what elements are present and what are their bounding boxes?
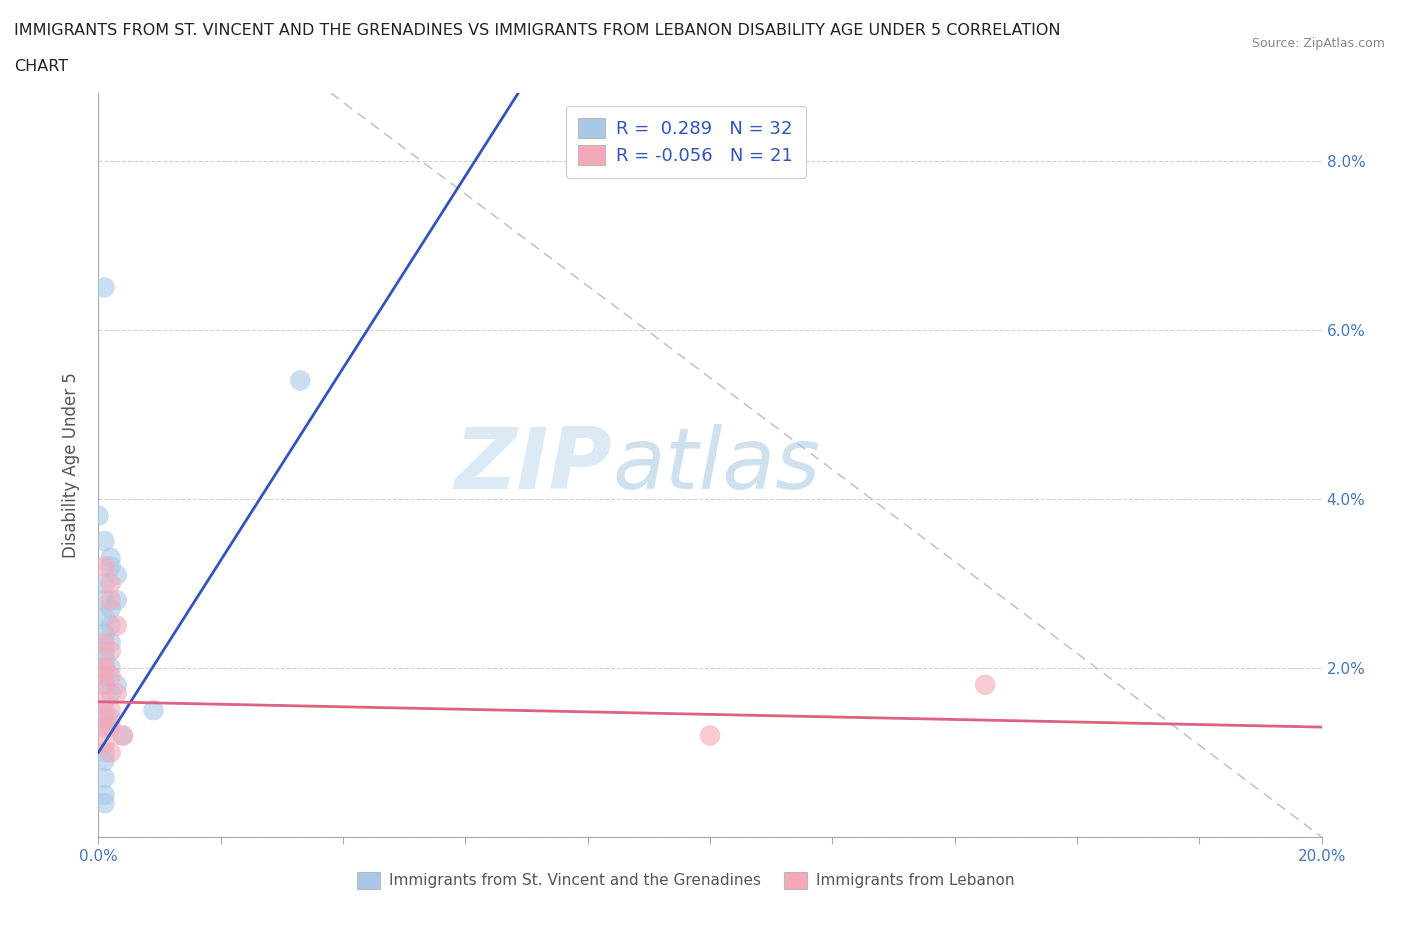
Point — [93, 677, 115, 692]
Text: Source: ZipAtlas.com: Source: ZipAtlas.com — [1251, 37, 1385, 50]
Point — [93, 635, 115, 650]
Text: atlas: atlas — [612, 423, 820, 507]
Point — [100, 720, 122, 735]
Point — [93, 610, 115, 625]
Point — [93, 280, 115, 295]
Point — [100, 576, 122, 591]
Point — [93, 627, 115, 642]
Point — [111, 728, 134, 743]
Text: ZIP: ZIP — [454, 423, 612, 507]
Point — [105, 685, 128, 700]
Point — [290, 373, 312, 388]
Text: CHART: CHART — [14, 59, 67, 73]
Point — [100, 551, 122, 565]
Point — [105, 592, 128, 607]
Point — [93, 669, 115, 684]
Point — [93, 737, 115, 751]
Point — [93, 559, 115, 574]
Point — [100, 660, 122, 675]
Legend: Immigrants from St. Vincent and the Grenadines, Immigrants from Lebanon: Immigrants from St. Vincent and the Gren… — [349, 864, 1022, 897]
Point — [93, 796, 115, 811]
Point — [100, 618, 122, 633]
Point — [93, 534, 115, 549]
Point — [93, 576, 115, 591]
Point — [93, 788, 115, 803]
Point — [100, 703, 122, 718]
Point — [93, 753, 115, 768]
Point — [93, 677, 115, 692]
Point — [93, 720, 115, 735]
Point — [100, 669, 122, 684]
Text: IMMIGRANTS FROM ST. VINCENT AND THE GRENADINES VS IMMIGRANTS FROM LEBANON DISABI: IMMIGRANTS FROM ST. VINCENT AND THE GREN… — [14, 23, 1060, 38]
Point — [100, 745, 122, 760]
Point — [100, 644, 122, 658]
Point — [100, 685, 122, 700]
Point — [111, 728, 134, 743]
Point — [100, 635, 122, 650]
Y-axis label: Disability Age Under 5: Disability Age Under 5 — [62, 372, 80, 558]
Point — [93, 711, 115, 726]
Point — [974, 677, 997, 692]
Point — [93, 592, 115, 607]
Point — [100, 592, 122, 607]
Point — [93, 720, 115, 735]
Point — [93, 770, 115, 785]
Point — [93, 695, 115, 710]
Point — [93, 660, 115, 675]
Point — [100, 711, 122, 726]
Point — [93, 652, 115, 667]
Point — [105, 677, 128, 692]
Point — [93, 660, 115, 675]
Point — [142, 703, 165, 718]
Point — [105, 618, 128, 633]
Point — [93, 644, 115, 658]
Point — [100, 559, 122, 574]
Point — [100, 602, 122, 617]
Point — [105, 567, 128, 582]
Point — [93, 703, 115, 718]
Point — [87, 509, 110, 524]
Point — [699, 728, 721, 743]
Point — [93, 745, 115, 760]
